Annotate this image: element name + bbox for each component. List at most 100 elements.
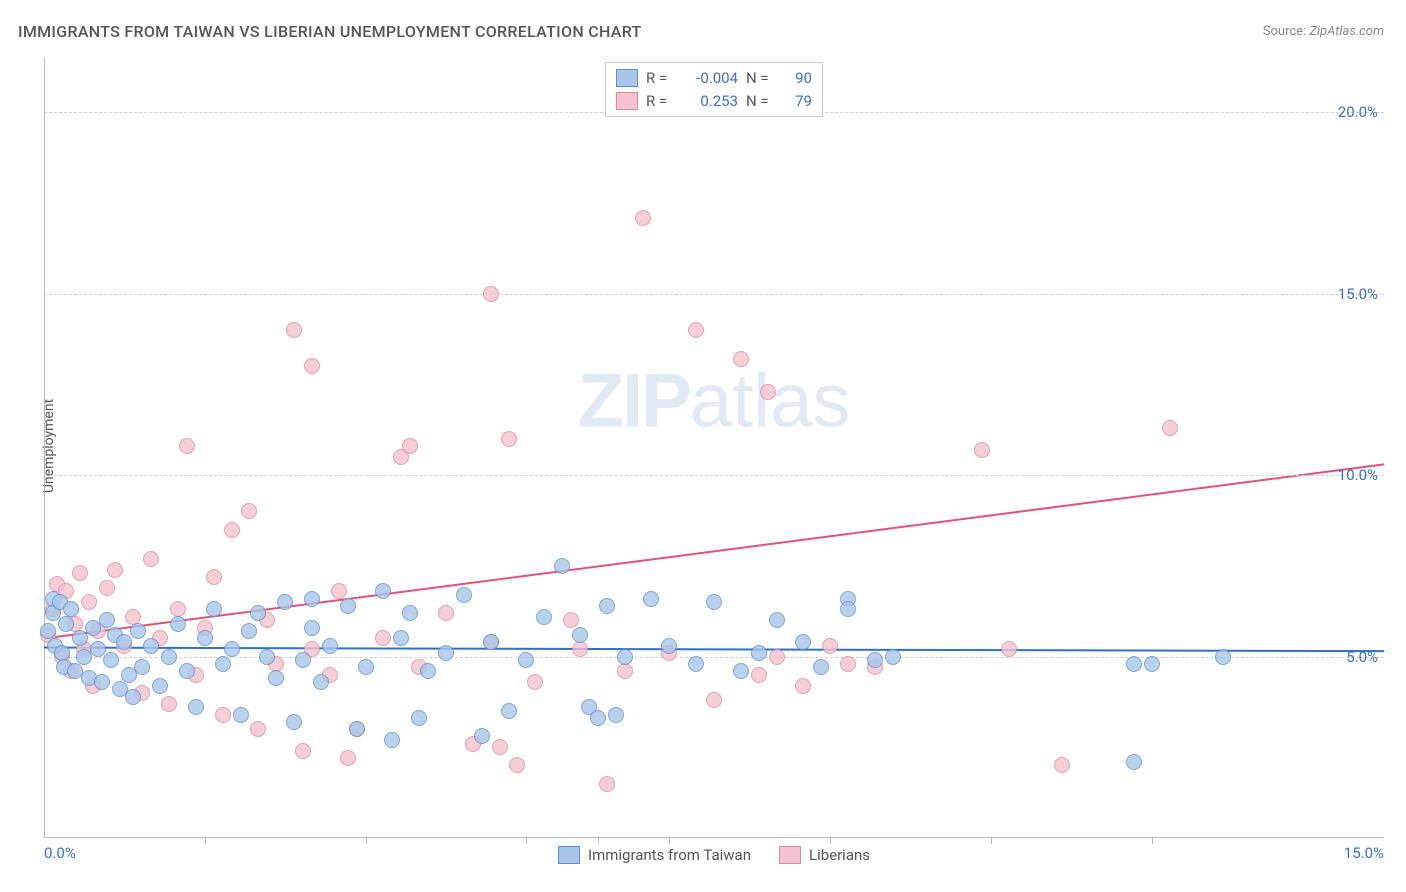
scatter-point: [152, 678, 168, 694]
scatter-point: [286, 322, 302, 338]
trend-line: [44, 464, 1384, 638]
legend-r-value: 0.253: [682, 90, 738, 113]
scatter-point: [358, 659, 374, 675]
scatter-point: [402, 438, 418, 454]
scatter-point: [688, 656, 704, 672]
trend-line: [44, 648, 1384, 652]
scatter-point: [1126, 656, 1142, 672]
scatter-point: [563, 612, 579, 628]
scatter-point: [206, 601, 222, 617]
scatter-point: [241, 503, 257, 519]
scatter-point: [125, 609, 141, 625]
legend-swatch: [616, 69, 638, 87]
scatter-point: [733, 351, 749, 367]
legend-series-item: Immigrants from Taiwan: [558, 846, 751, 864]
scatter-point: [509, 757, 525, 773]
scatter-point: [867, 652, 883, 668]
scatter-point: [72, 630, 88, 646]
y-tick-label: 5.0%: [1346, 648, 1378, 666]
scatter-point: [751, 667, 767, 683]
scatter-point: [99, 612, 115, 628]
scatter-point: [572, 641, 588, 657]
scatter-point: [608, 707, 624, 723]
x-tick-mark: [205, 838, 206, 844]
scatter-point: [161, 649, 177, 665]
scatter-point: [224, 641, 240, 657]
scatter-point: [813, 659, 829, 675]
scatter-point: [438, 605, 454, 621]
scatter-point: [1162, 420, 1178, 436]
legend-series-label: Liberians: [809, 846, 870, 864]
scatter-point: [885, 649, 901, 665]
scatter-point: [635, 210, 651, 226]
scatter-point: [769, 649, 785, 665]
legend-correlation-row: R =-0.004N =90: [616, 67, 812, 90]
scatter-point: [795, 678, 811, 694]
scatter-point: [295, 743, 311, 759]
scatter-point: [483, 286, 499, 302]
y-gridline: [44, 294, 1384, 295]
x-tick-mark: [598, 838, 599, 844]
x-tick-label: 0.0%: [44, 844, 76, 862]
scatter-point: [1144, 656, 1160, 672]
scatter-point: [840, 601, 856, 617]
scatter-point: [474, 728, 490, 744]
scatter-point: [143, 638, 159, 654]
scatter-point: [161, 696, 177, 712]
scatter-point: [661, 638, 677, 654]
y-tick-label: 15.0%: [1338, 285, 1378, 303]
legend-swatch: [779, 846, 801, 864]
scatter-point: [322, 638, 338, 654]
scatter-point: [215, 656, 231, 672]
scatter-point: [527, 674, 543, 690]
scatter-point: [295, 652, 311, 668]
scatter-point: [769, 612, 785, 628]
source-label: Source:: [1263, 24, 1306, 39]
scatter-point: [483, 634, 499, 650]
scatter-point: [313, 674, 329, 690]
scatter-point: [1126, 754, 1142, 770]
scatter-point: [304, 620, 320, 636]
scatter-point: [340, 598, 356, 614]
scatter-point: [179, 438, 195, 454]
scatter-point: [259, 649, 275, 665]
x-tick-mark: [526, 838, 527, 844]
scatter-point: [241, 623, 257, 639]
y-axis-line: [44, 58, 45, 838]
scatter-point: [206, 569, 222, 585]
scatter-point: [94, 674, 110, 690]
scatter-point: [501, 431, 517, 447]
scatter-point: [599, 598, 615, 614]
y-tick-label: 10.0%: [1338, 466, 1378, 484]
scatter-point: [492, 739, 508, 755]
watermark-atlas: atlas: [690, 359, 851, 444]
series-legend: Immigrants from Taiwan Liberians: [558, 846, 870, 864]
scatter-point: [304, 591, 320, 607]
scatter-point: [349, 721, 365, 737]
scatter-point: [107, 562, 123, 578]
legend-n-label: N =: [746, 67, 774, 90]
scatter-point: [116, 634, 132, 650]
scatter-point: [197, 630, 213, 646]
x-tick-mark: [366, 838, 367, 844]
scatter-point: [103, 652, 119, 668]
scatter-point: [81, 594, 97, 610]
scatter-point: [277, 594, 293, 610]
scatter-point: [617, 663, 633, 679]
scatter-point: [733, 663, 749, 679]
scatter-point: [402, 605, 418, 621]
x-tick-mark: [669, 838, 670, 844]
scatter-point: [617, 649, 633, 665]
scatter-point: [795, 634, 811, 650]
scatter-point: [1215, 649, 1231, 665]
legend-swatch: [558, 846, 580, 864]
scatter-point: [268, 670, 284, 686]
legend-n-label: N =: [746, 90, 774, 113]
y-gridline: [44, 657, 1384, 658]
scatter-point: [518, 652, 534, 668]
scatter-point: [99, 580, 115, 596]
legend-r-label: R =: [646, 90, 674, 113]
watermark: ZIPatlas: [578, 358, 851, 445]
scatter-point: [72, 565, 88, 581]
scatter-point: [438, 645, 454, 661]
